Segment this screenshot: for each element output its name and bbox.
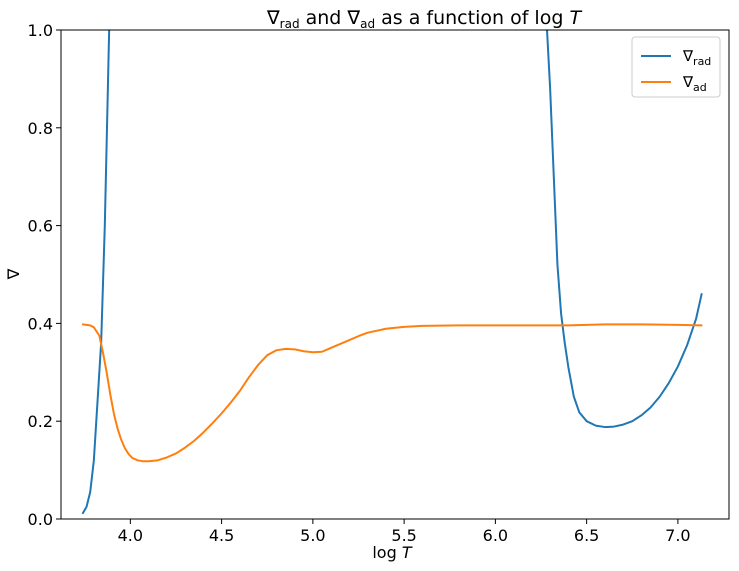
x-tick-label: 6.5	[574, 526, 599, 545]
chart-title: ∇rad and ∇ad as a function of log T	[266, 7, 582, 31]
legend-label-rad: ∇rad	[682, 47, 711, 68]
x-axis-label: log T	[372, 543, 412, 562]
x-tick-label: 6.0	[483, 526, 508, 545]
series-line-rad	[81, 30, 111, 515]
x-tick-label: 4.0	[118, 526, 143, 545]
y-tick-label: 1.0	[28, 21, 53, 40]
y-tick-label: 0.6	[28, 217, 53, 236]
series-line-rad-2	[546, 30, 703, 429]
x-tick-label: 5.5	[391, 526, 416, 545]
axes	[60, 29, 730, 520]
y-tick-label: 0.4	[28, 314, 53, 333]
y-tick-label: 0.2	[28, 412, 53, 431]
x-tick-label: 5.0	[300, 526, 325, 545]
ticks: 4.0 4.5 5.0 5.5 6.0 6.5 7.0 0.0 0.2 0.4 0.6 0.8 1.0	[28, 21, 691, 545]
y-axis-label: ∇	[4, 268, 23, 280]
y-tick-label: 0.8	[28, 119, 53, 138]
x-tick-label: 7.0	[665, 526, 690, 545]
legend: ∇rad ∇ad	[631, 36, 721, 98]
y-tick-label: 0.0	[28, 510, 53, 529]
axes-frame	[60, 29, 730, 520]
legend-label-ad: ∇ad	[682, 73, 707, 94]
plot-area	[81, 30, 703, 515]
series-line-ad	[81, 323, 703, 463]
x-tick-label: 4.5	[209, 526, 234, 545]
